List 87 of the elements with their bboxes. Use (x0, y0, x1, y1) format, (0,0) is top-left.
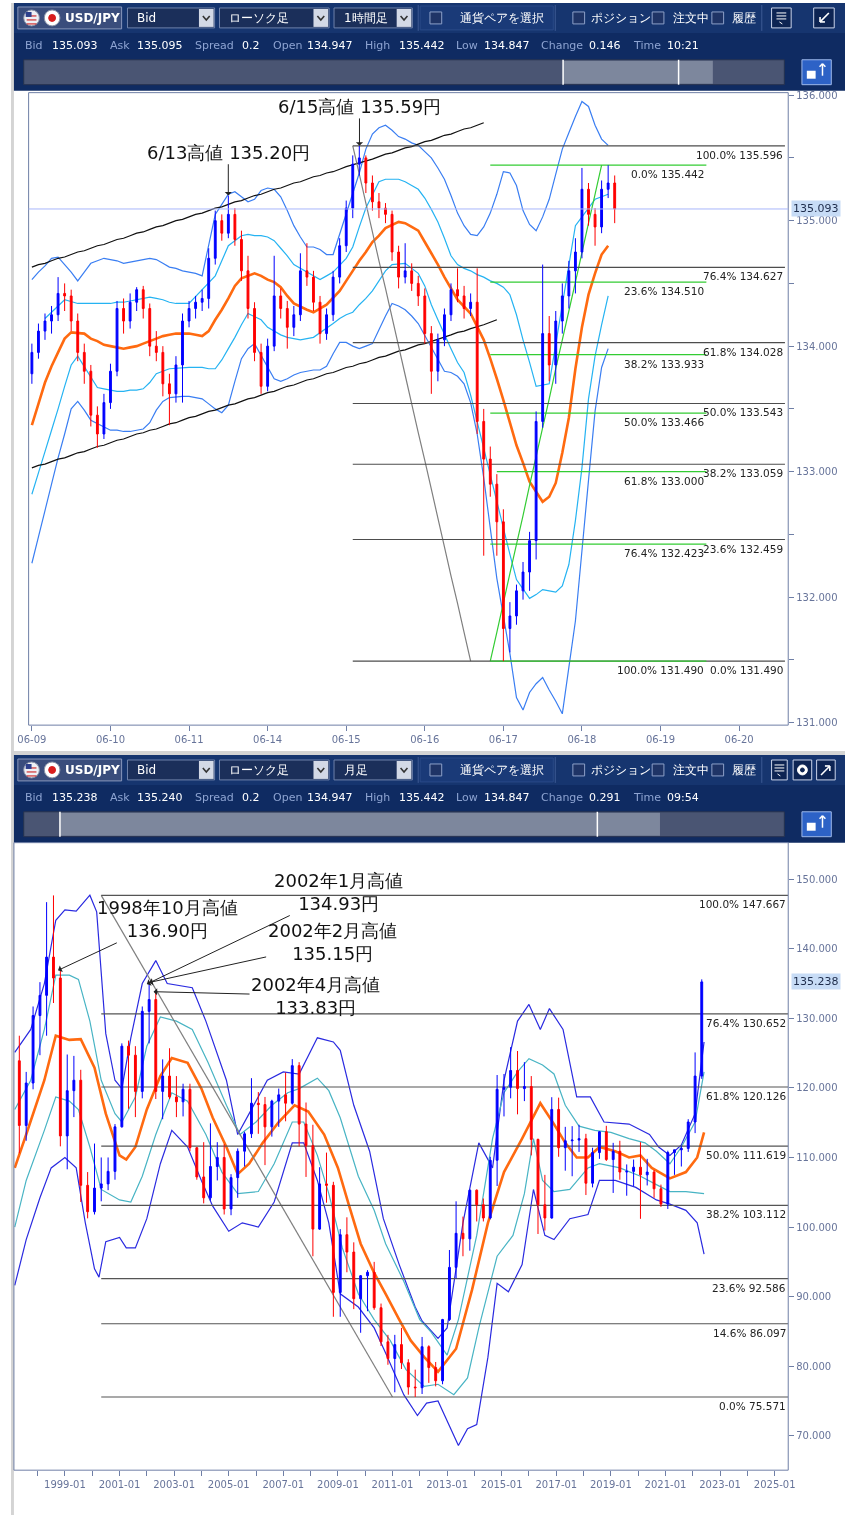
series-label: 76.4% 134.627 (703, 270, 784, 282)
y-tick-label: 136.000 (796, 89, 838, 101)
text: 履歴 (732, 11, 756, 25)
series-label: 14.6% 86.097 (713, 1327, 787, 1339)
x-tick-label: 06-10 (95, 734, 125, 746)
text: 1時間足 (344, 11, 388, 25)
annotation: 2002年4月高値 133.83円 (251, 974, 381, 1019)
x-tick-label: 2019-01 (589, 1479, 632, 1491)
annotation: 6/15高値 135.59円 (278, 96, 442, 117)
series-label: 38.2% 133.059 (703, 467, 784, 479)
y-tick-label: 100.000 (796, 1221, 838, 1233)
x-tick-label: 06-11 (174, 734, 204, 746)
text: ポジション (591, 763, 651, 777)
annotation: 2002年1月高値 134.93円 (274, 870, 404, 915)
series-label: 0.0% 131.490 (710, 664, 784, 676)
y-tick-label: 150.000 (796, 873, 838, 885)
x-tick-label: 2009-01 (317, 1479, 359, 1491)
series-label: 100.0% 135.596 (696, 149, 784, 161)
series-label: 0.0% 75.571 (719, 1400, 786, 1412)
text: ローソク足 (229, 763, 289, 777)
series-label: 38.2% 133.933 (624, 358, 705, 370)
text: ローソク足 (229, 11, 289, 25)
x-tick-label: 2025-01 (753, 1479, 796, 1491)
series-label: 61.8% 120.126 (706, 1090, 787, 1102)
x-tick-label: 2005-01 (207, 1479, 250, 1491)
x-tick-label: 06-15 (331, 734, 361, 746)
x-tick-label: 2013-01 (426, 1479, 469, 1491)
x-tick-label: 06-20 (724, 734, 754, 746)
text: Bid 135.238 Ask 135.240 Spread 0.2 Open 134.947 High 135.442 Low 134.847 Change 0.291 Time 09:54 (25, 791, 699, 804)
text: 注文中 (673, 763, 709, 777)
text: 通貨ペアを選択 (460, 11, 544, 25)
series-label: 23.6% 134.510 (624, 285, 705, 297)
x-tick-label: 2003-01 (153, 1479, 195, 1491)
series-label: 23.6% 132.459 (703, 543, 784, 555)
series-label: 50.0% 111.619 (706, 1149, 787, 1161)
y-tick-label: 131.000 (796, 717, 838, 729)
y-tick-label: 135.000 (796, 215, 838, 227)
text: 履歴 (732, 763, 756, 777)
series-label: 76.4% 132.423 (624, 547, 705, 559)
y-tick-label: 120.000 (796, 1082, 838, 1094)
x-tick-label: 2007-01 (262, 1479, 305, 1491)
y-tick-label: 132.000 (796, 591, 838, 603)
series-label: 0.0% 135.442 (631, 168, 705, 180)
y-tick-label: 140.000 (796, 943, 838, 955)
y-tick-label: 110.000 (796, 1151, 838, 1163)
text: Bid (137, 763, 157, 777)
x-tick-label: 06-09 (17, 734, 47, 746)
series-label: 76.4% 130.652 (706, 1017, 787, 1029)
x-tick-label: 2021-01 (644, 1479, 687, 1491)
series-label: 61.8% 133.000 (624, 475, 705, 487)
text: 135.238 (793, 975, 839, 988)
chart-title: USD/JPY (65, 763, 120, 777)
x-tick-label: 06-18 (567, 734, 597, 746)
text: 注文中 (673, 11, 709, 25)
x-tick-label: 2017-01 (535, 1479, 578, 1491)
x-tick-label: 2011-01 (371, 1479, 414, 1491)
x-tick-label: 2023-01 (699, 1479, 741, 1491)
x-tick-label: 1999-01 (44, 1479, 86, 1491)
x-tick-label: 06-17 (488, 734, 518, 746)
annotation: 1998年10月高値 136.90円 (97, 897, 238, 942)
series-label: 100.0% 147.667 (699, 898, 786, 910)
series-label: 100.0% 131.490 (617, 664, 704, 676)
y-tick-label: 134.000 (796, 340, 838, 352)
series-label: 50.0% 133.543 (703, 406, 784, 418)
text: Bid (137, 11, 157, 25)
series-label: 50.0% 133.466 (624, 416, 705, 428)
x-tick-label: 06-14 (253, 734, 283, 746)
series-label: 61.8% 134.028 (703, 346, 784, 358)
x-tick-label: 2015-01 (480, 1479, 523, 1491)
annotation: 2002年2月高値 135.15円 (268, 920, 398, 965)
text: ポジション (591, 11, 651, 25)
x-tick-label: 2001-01 (98, 1479, 141, 1491)
chart-title: USD/JPY (65, 11, 120, 25)
series-label: 38.2% 103.112 (706, 1208, 787, 1220)
x-tick-label: 06-19 (646, 734, 676, 746)
y-tick-label: 133.000 (796, 466, 838, 478)
annotation: 6/13高値 135.20円 (147, 142, 311, 163)
y-tick-label: 90.000 (796, 1291, 832, 1303)
text: Bid 135.093 Ask 135.095 Spread 0.2 Open 134.947 High 135.442 Low 134.847 Change 0.146 Time 10:21 (25, 39, 699, 52)
text: 通貨ペアを選択 (460, 763, 544, 777)
ref-line-label: 135.093 (793, 202, 839, 215)
series-label: 23.6% 92.586 (712, 1282, 786, 1294)
y-tick-label: 130.000 (796, 1012, 838, 1024)
text: 月足 (344, 763, 368, 777)
x-tick-label: 06-16 (410, 734, 440, 746)
y-tick-label: 70.000 (796, 1430, 832, 1442)
y-tick-label: 80.000 (796, 1360, 832, 1372)
